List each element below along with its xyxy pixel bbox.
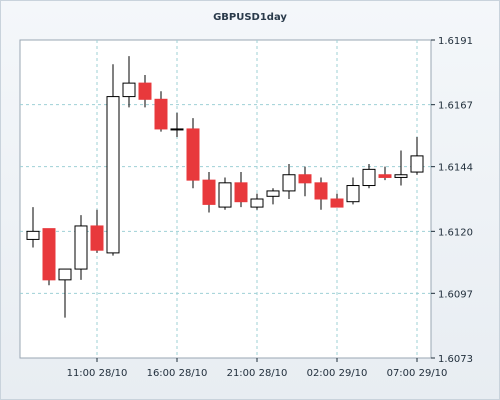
candle-body <box>138 82 152 100</box>
y-tick-label: 1.6191 <box>438 36 473 47</box>
candle <box>346 177 360 205</box>
y-tick-label: 1.6120 <box>438 227 473 238</box>
candle-body <box>26 230 40 240</box>
candle <box>250 193 264 210</box>
x-tick-label: 11:00 28/10 <box>67 368 128 379</box>
candle-body <box>74 225 88 270</box>
candle <box>378 166 392 181</box>
y-tick-label: 1.6167 <box>438 101 473 112</box>
candle <box>106 64 120 256</box>
candle-body <box>362 168 376 187</box>
candle-body <box>154 98 168 130</box>
candle <box>330 193 344 208</box>
candle <box>234 172 248 208</box>
candle-body <box>330 198 344 208</box>
candle-body <box>410 155 424 173</box>
candle <box>42 228 56 286</box>
candle <box>26 207 40 248</box>
candles <box>26 56 424 318</box>
candle-body <box>346 185 360 203</box>
candle <box>154 91 168 132</box>
x-tick-label: 16:00 28/10 <box>147 368 208 379</box>
candle <box>138 75 152 108</box>
candle-body <box>122 82 136 98</box>
candle-body <box>234 182 248 203</box>
x-tick-label: 21:00 28/10 <box>227 368 288 379</box>
candle-body <box>314 182 328 200</box>
y-axis: 1.6191 1.6167 1.6144 1.6120 1.6097 1.6073 <box>431 36 473 365</box>
y-tick-label: 1.6097 <box>438 289 473 300</box>
x-axis: 11:00 28/10 16:00 28/10 21:00 28/10 02:00 2… <box>67 358 448 379</box>
candle <box>186 118 200 189</box>
candle <box>314 177 328 210</box>
candle <box>218 177 232 210</box>
candle <box>394 150 408 186</box>
candle <box>362 163 376 189</box>
candle-body <box>266 190 280 197</box>
candle <box>410 137 424 175</box>
candle-body <box>186 128 200 181</box>
candle-body <box>106 96 120 254</box>
candle-body <box>42 228 56 281</box>
grid-lines <box>20 40 431 358</box>
candle <box>202 172 216 213</box>
candle <box>298 166 312 197</box>
candle-body <box>298 174 312 184</box>
candle-body <box>378 174 392 178</box>
candle-body <box>170 128 184 131</box>
candle <box>282 163 296 199</box>
y-tick-label: 1.6073 <box>438 354 473 365</box>
candle-body <box>394 174 408 178</box>
candle-body <box>282 174 296 192</box>
candle <box>122 56 136 108</box>
candle <box>58 268 72 318</box>
y-tick-label: 1.6144 <box>438 163 473 174</box>
x-tick-label: 02:00 29/10 <box>307 368 368 379</box>
candle <box>74 215 88 280</box>
candle <box>90 209 104 253</box>
candle <box>266 188 280 205</box>
candle-body <box>250 198 264 208</box>
candle-body <box>58 268 72 281</box>
candle-body <box>90 225 104 251</box>
chart-title: GBPUSD1day <box>213 12 287 23</box>
x-tick-label: 07:00 29/10 <box>387 368 448 379</box>
candle-body <box>202 179 216 205</box>
candle <box>170 112 184 138</box>
candle-body <box>218 182 232 208</box>
